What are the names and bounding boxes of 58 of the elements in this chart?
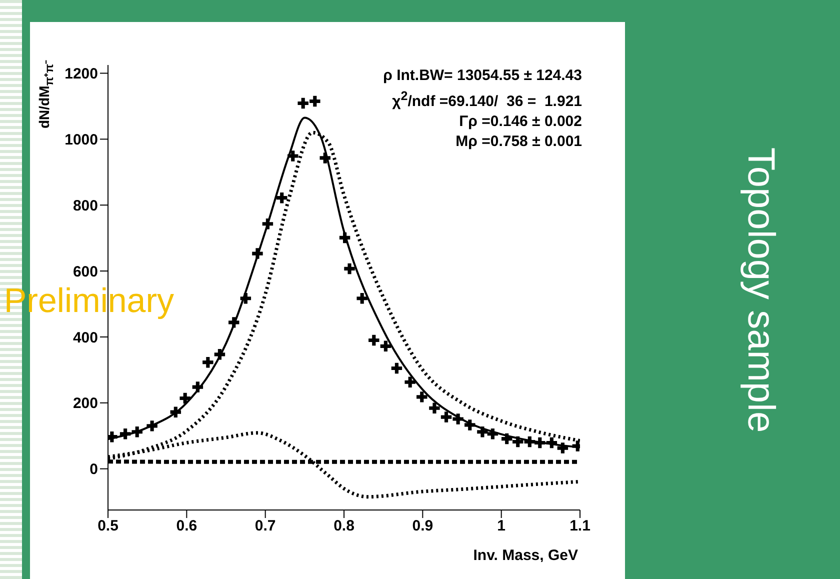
point (380, 340, 392, 352)
point (464, 420, 476, 430)
y-tick-label: 1200 (64, 66, 98, 83)
text: Topology sample (738, 147, 782, 433)
annotation: χ$^{2}$/ndf =69.140/ 36 = 1.921 (391, 88, 582, 112)
point (192, 382, 204, 392)
point (310, 96, 320, 107)
y-tick-label: 1000 (64, 131, 98, 148)
point (180, 392, 190, 404)
point (391, 362, 402, 374)
point (368, 334, 380, 346)
x-tick-label: 0.8 (334, 518, 354, 535)
point (228, 317, 240, 328)
point (404, 376, 416, 388)
x-tick-label: 1.1 (570, 518, 590, 535)
point (298, 98, 308, 109)
point (524, 436, 536, 448)
point (108, 431, 118, 442)
point (214, 349, 226, 360)
point (276, 192, 288, 204)
point (546, 437, 558, 448)
point (146, 420, 158, 432)
point (320, 152, 330, 164)
x-tick-label: 1 (497, 518, 506, 535)
point (501, 433, 512, 444)
x-tick-label: 0.7 (254, 518, 276, 535)
point (477, 426, 488, 438)
point (339, 232, 350, 244)
point (534, 437, 546, 448)
point (288, 150, 298, 162)
point (416, 392, 428, 402)
point (452, 414, 464, 424)
annotation: ρ Int.BW= 13054.55 ± 124.43 (382, 66, 582, 86)
point (344, 263, 355, 274)
x-axis-title: Inv. Mass, GeV (473, 547, 578, 564)
point (440, 412, 452, 422)
y-tick-label: 600 (72, 263, 98, 280)
annotation: Γρ =0.146 ± 0.002 (458, 112, 582, 132)
point (557, 442, 568, 454)
point (240, 293, 252, 304)
point (487, 428, 498, 440)
point (356, 293, 368, 304)
point (252, 248, 263, 259)
x-tick-label: 0.5 (98, 518, 118, 535)
y-tick-label: 400 (72, 329, 98, 346)
y-tick-label: 0 (90, 461, 98, 478)
point (512, 436, 524, 448)
x-tick-label: 0.9 (412, 518, 434, 535)
point (132, 426, 142, 438)
point (429, 402, 440, 414)
y-tick-label: 800 (72, 197, 98, 214)
point (120, 428, 131, 440)
point (170, 406, 182, 418)
point (202, 356, 214, 368)
x-tick-label: 0.6 (176, 518, 198, 535)
y-tick-label: 200 (72, 395, 98, 412)
point (262, 218, 274, 230)
annotation: Mρ =0.758 ± 0.001 (454, 132, 582, 152)
